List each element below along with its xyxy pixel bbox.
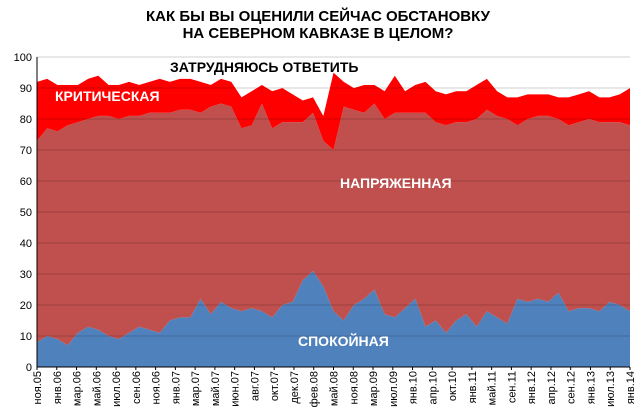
y-tick-label: 10 xyxy=(20,331,32,343)
chart-title-line-2: НА СЕВЕРНОМ КАВКАЗЕ В ЦЕЛОМ? xyxy=(183,25,454,42)
x-tick-label: май.06 xyxy=(91,371,103,406)
x-tick-label: янв.13 xyxy=(585,371,597,404)
x-tick-label: янв.07 xyxy=(170,371,182,404)
x-tick-label: янв.10 xyxy=(408,371,420,404)
x-tick-label: ноя.08 xyxy=(348,371,360,404)
x-tick-label: ноя.05 xyxy=(32,371,44,404)
area-difficult xyxy=(37,57,630,116)
annotation-difficult: ЗАТРУДНЯЮСЬ ОТВЕТИТЬ xyxy=(170,59,358,75)
x-tick-label: май.07 xyxy=(210,371,222,406)
y-tick-label: 100 xyxy=(14,52,32,64)
x-tick-label: сен.06 xyxy=(131,371,143,404)
area-layers xyxy=(37,57,630,367)
x-tick-label: апр.10 xyxy=(427,371,439,404)
annotation-calm: СПОКОЙНАЯ xyxy=(298,332,389,349)
annotation-critical: КРИТИЧЕСКАЯ xyxy=(55,88,160,104)
area-tense xyxy=(37,103,630,346)
y-tick-label: 20 xyxy=(20,300,32,312)
x-tick-label: сен.11 xyxy=(506,371,518,403)
y-tick-label: 40 xyxy=(20,238,32,250)
x-tick-label: дек.07 xyxy=(289,371,301,404)
y-tick-label: 80 xyxy=(20,114,32,126)
x-tick-label: июн.07 xyxy=(230,371,242,407)
x-tick-label: апр.12 xyxy=(546,371,558,404)
x-axis: ноя.05 янв.06 мар.06 май.06 июл.06 сен.06 ноя.… xyxy=(32,366,637,407)
x-tick-label: июл.13 xyxy=(605,371,617,407)
x-tick-label: фев.08 xyxy=(309,371,321,407)
y-tick-label: 0 xyxy=(26,362,32,374)
y-tick-label: 50 xyxy=(20,207,32,219)
area-calm xyxy=(37,270,630,367)
x-tick-label: янв.14 xyxy=(625,371,637,404)
x-tick-label: май.11 xyxy=(487,371,499,405)
x-tick-label: май.08 xyxy=(329,371,341,406)
chart-title-line-1: КАК БЫ ВЫ ОЦЕНИЛИ СЕЙЧАС ОБСТАНОВКУ xyxy=(146,7,491,25)
x-tick-label: ноя.06 xyxy=(151,371,163,404)
x-tick-label: окт.10 xyxy=(447,371,459,401)
area-critical xyxy=(37,72,630,150)
x-tick-label: мар.07 xyxy=(190,371,202,406)
y-tick-label: 60 xyxy=(20,176,32,188)
y-axis: 0 10 20 30 40 50 60 70 80 90 100 xyxy=(14,52,38,374)
x-tick-label: янв.12 xyxy=(526,371,538,404)
gridlines xyxy=(37,56,630,337)
x-tick-label: июл.09 xyxy=(388,371,400,407)
y-tick-label: 70 xyxy=(20,145,32,157)
x-tick-label: окт.07 xyxy=(269,371,281,401)
y-tick-label: 90 xyxy=(20,83,32,95)
x-tick-label: мар.09 xyxy=(368,371,380,406)
x-tick-label: сен.12 xyxy=(566,371,578,404)
x-tick-label: янв.11 xyxy=(467,371,479,403)
x-tick-label: июл.06 xyxy=(111,371,123,407)
annotation-tense: НАПРЯЖЕННАЯ xyxy=(340,175,452,191)
x-tick-label: авг.07 xyxy=(249,371,261,401)
x-tick-label: янв.06 xyxy=(52,371,64,404)
x-tick-label: мар.06 xyxy=(72,371,84,406)
y-tick-label: 30 xyxy=(20,269,32,281)
